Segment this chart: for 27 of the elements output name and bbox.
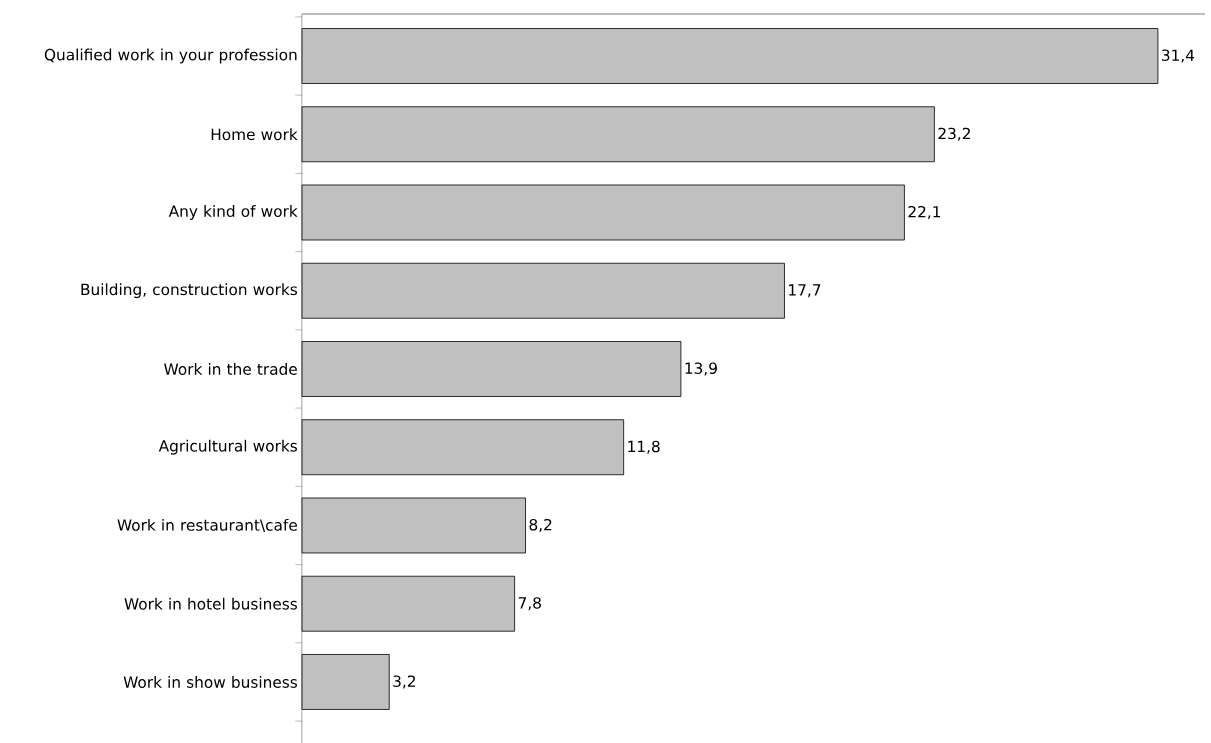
y-tick-label: Work in hotel business	[124, 597, 297, 610]
y-tick-label: Agricultural works	[158, 439, 297, 455]
y-tick-label: Work in restaurant\cafe	[117, 518, 297, 533]
y-tick-label: Work in show business	[123, 676, 297, 688]
bar	[301, 654, 390, 710]
bar	[301, 262, 785, 319]
data-label: 8,2	[529, 518, 552, 533]
y-tick-label: Any kind of work	[168, 205, 298, 220]
y-tick-label: Home work	[211, 128, 298, 141]
bar	[301, 106, 935, 163]
data-label: 3,2	[393, 675, 416, 689]
bar	[301, 575, 516, 632]
data-label: 23,2	[938, 127, 970, 141]
data-label: 31,4	[1162, 49, 1195, 63]
bar	[301, 497, 526, 554]
y-tick-label: Work in the trade	[164, 363, 297, 375]
data-label: 11,8	[628, 440, 660, 454]
bar	[301, 184, 905, 241]
y-tick-label: Qualified work in your profession	[44, 48, 297, 64]
y-tick-label: Building, construction works	[81, 283, 298, 299]
bar	[301, 28, 1159, 84]
bar	[301, 341, 682, 397]
data-label: 13,9	[685, 362, 717, 376]
data-label: 22,1	[908, 205, 941, 220]
data-label: 7,8	[518, 597, 541, 611]
bar	[301, 419, 625, 476]
data-label: 17,7	[789, 284, 821, 298]
